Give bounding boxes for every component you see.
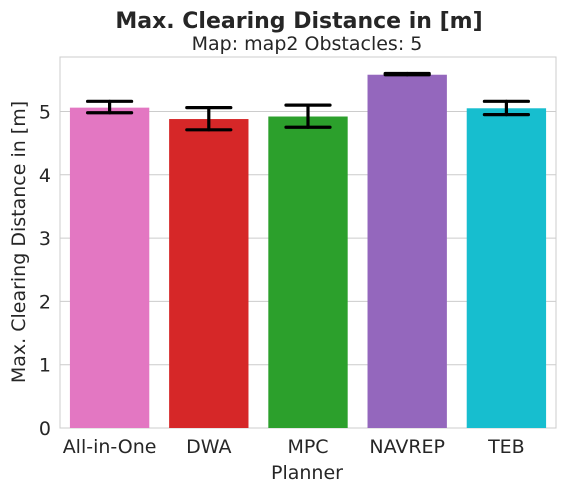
y-tick-labels: 0 1 2 3 4 5: [39, 101, 51, 440]
bar-teb: [466, 108, 547, 429]
error-bars: [85, 71, 531, 132]
chart-title: Max. Clearing Distance in [m]: [115, 9, 482, 34]
bar-dwa: [169, 119, 249, 428]
error-bar: [383, 71, 431, 77]
y-axis-label: Max. Clearing Distance in [m]: [8, 101, 30, 383]
error-bar: [85, 99, 134, 115]
y-tick-label: 3: [39, 228, 51, 250]
x-tick-labels: All-in-One DWA MPC NAVREP TEB: [63, 436, 525, 458]
bars: [69, 74, 547, 429]
y-tick-label: 1: [39, 355, 51, 377]
y-tick-label: 5: [39, 101, 51, 123]
chart-subtitle: Map: map2 Obstacles: 5: [192, 33, 423, 55]
y-tick-label: 2: [39, 291, 51, 313]
x-tick-label: DWA: [186, 436, 231, 458]
error-bar: [185, 106, 233, 132]
x-axis-label: Planner: [271, 462, 343, 484]
x-tick-label: All-in-One: [63, 436, 157, 458]
error-bar: [284, 103, 332, 129]
bar-navrep: [367, 74, 447, 428]
x-tick-label: NAVREP: [369, 436, 445, 458]
bar-mpc: [268, 116, 348, 428]
x-tick-label: MPC: [287, 436, 328, 458]
error-bar: [482, 99, 531, 117]
bar-all-in-one: [69, 107, 150, 428]
y-tick-label: 0: [39, 418, 51, 440]
x-tick-label: TEB: [487, 436, 525, 458]
y-tick-label: 4: [39, 165, 51, 187]
